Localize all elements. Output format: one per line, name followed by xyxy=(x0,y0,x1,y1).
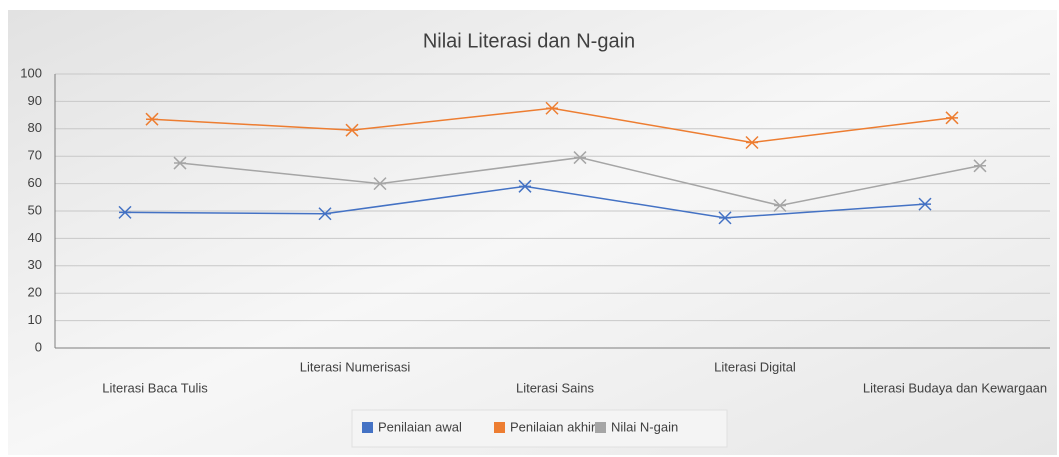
x-tick-label: Literasi Digital xyxy=(714,359,796,374)
x-tick-label: Literasi Budaya dan Kewargaan xyxy=(863,380,1047,395)
x-tick-label: Literasi Sains xyxy=(516,380,595,395)
legend-label: Penilaian akhir xyxy=(510,419,596,434)
legend-swatch xyxy=(494,422,505,433)
marker xyxy=(345,123,359,137)
y-tick-label: 90 xyxy=(28,93,42,108)
legend-label: Nilai N-gain xyxy=(611,419,678,434)
y-tick-label: 50 xyxy=(28,202,42,217)
marker xyxy=(145,112,159,126)
marker xyxy=(573,151,587,165)
y-tick-label: 60 xyxy=(28,175,42,190)
y-tick-label: 100 xyxy=(20,65,42,80)
y-tick-label: 30 xyxy=(28,257,42,272)
marker xyxy=(118,205,132,219)
marker xyxy=(173,156,187,170)
marker xyxy=(373,177,387,191)
marker xyxy=(545,101,559,115)
marker xyxy=(945,111,959,125)
marker xyxy=(918,197,932,211)
y-tick-label: 80 xyxy=(28,120,42,135)
y-tick-label: 0 xyxy=(35,339,42,354)
marker xyxy=(318,207,332,221)
x-tick-label: Literasi Numerisasi xyxy=(300,359,411,374)
chart-title: Nilai Literasi dan N-gain xyxy=(423,30,635,52)
legend-label: Penilaian awal xyxy=(378,419,462,434)
legend-box xyxy=(351,409,728,448)
legend-swatch xyxy=(362,422,373,433)
y-tick-label: 70 xyxy=(28,148,42,163)
marker xyxy=(773,198,787,213)
legend-swatch xyxy=(595,422,606,433)
marker xyxy=(745,135,759,150)
marker xyxy=(973,159,987,173)
x-tick-label: Literasi Baca Tulis xyxy=(102,380,208,395)
y-tick-label: 40 xyxy=(28,230,42,245)
marker xyxy=(518,179,532,193)
y-tick-label: 20 xyxy=(28,285,42,300)
marker xyxy=(718,211,732,225)
y-tick-label: 10 xyxy=(28,312,42,327)
chart-area xyxy=(8,10,1057,455)
